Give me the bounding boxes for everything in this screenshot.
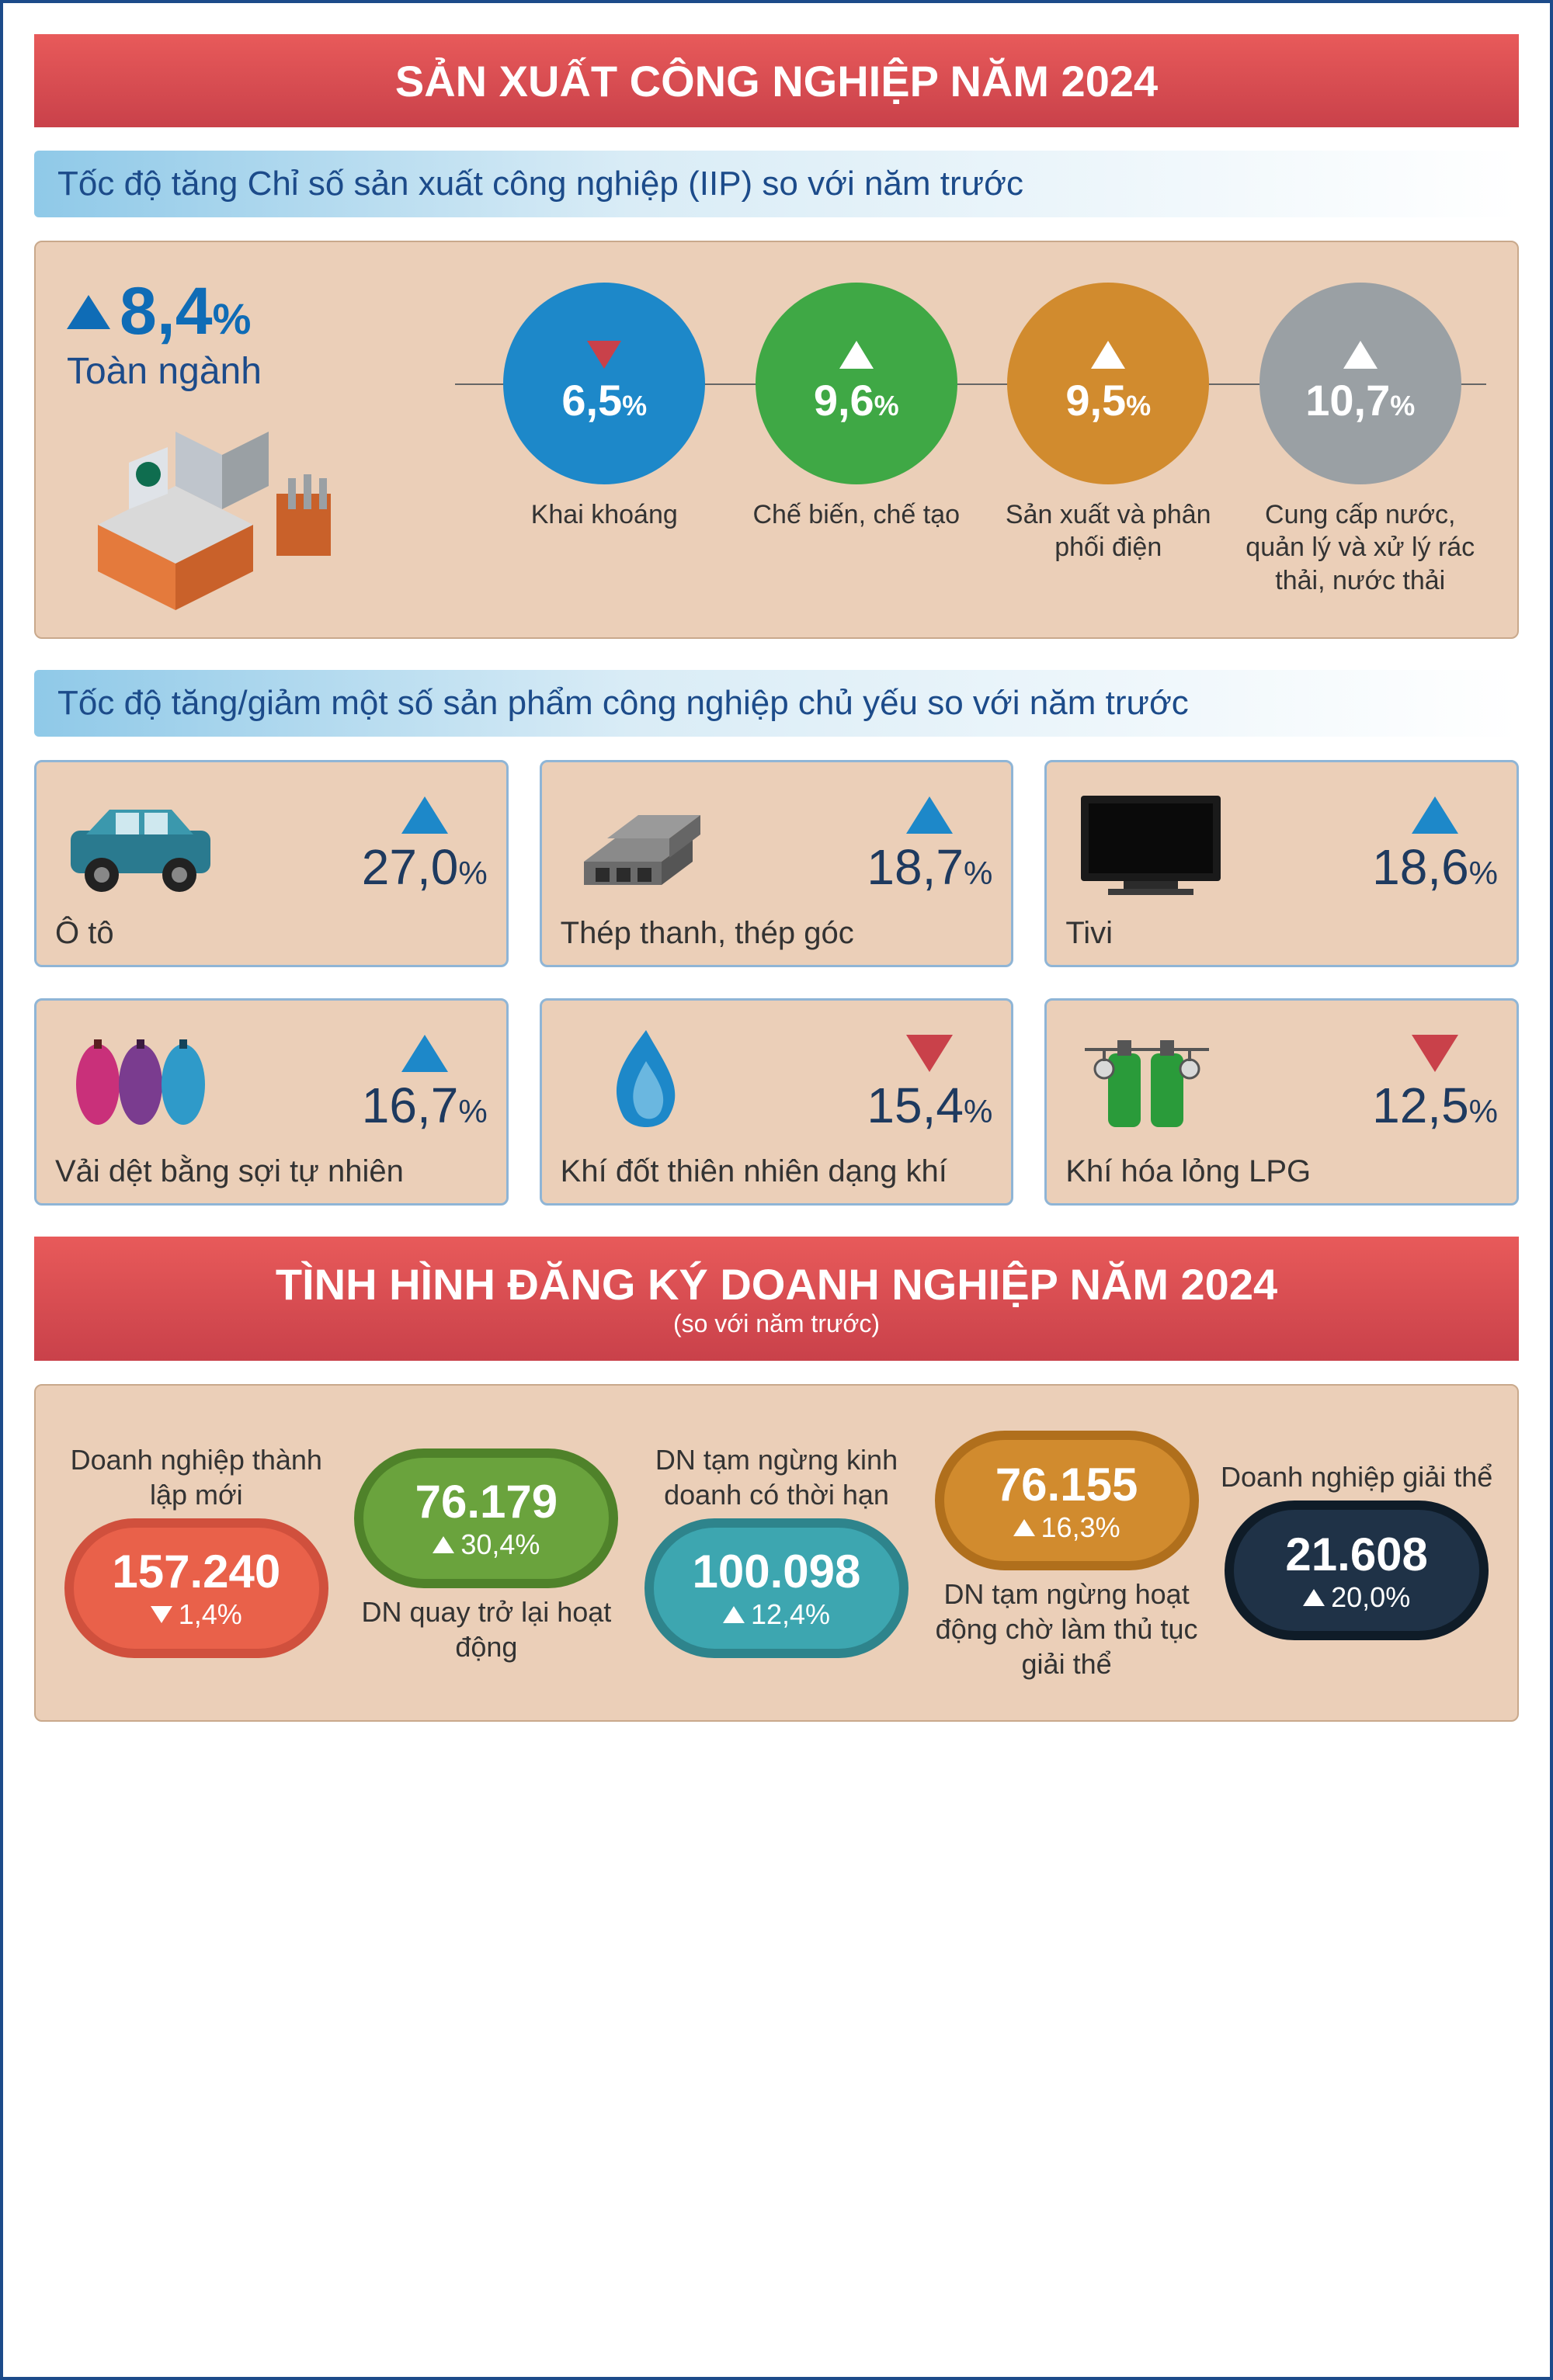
- iip-overall-label: Toàn ngành: [67, 350, 455, 393]
- header-enterprise-registration: TÌNH HÌNH ĐĂNG KÝ DOANH NGHIỆP NĂM 2024 …: [34, 1237, 1519, 1361]
- subheader-products: Tốc độ tăng/giảm một số sản phẩm công ng…: [34, 670, 1519, 737]
- ent-change: 16,3%: [1041, 1511, 1120, 1544]
- ent-return: 76.179 30,4% DN quay trở lại hoạt động: [349, 1442, 624, 1664]
- product-label: Khí đốt thiên nhiên dạng khí: [561, 1154, 993, 1189]
- ent-label: DN quay trở lại hoạt động: [349, 1594, 624, 1664]
- ent-new: Doanh nghiệp thành lập mới 157.240 1,4%: [59, 1442, 334, 1664]
- product-label: Tivi: [1065, 916, 1498, 951]
- tv-icon: [1065, 784, 1236, 908]
- product-card-tv: 18,6% Tivi: [1044, 760, 1519, 967]
- product-card-gas: 15,4% Khí đốt thiên nhiên dạng khí: [540, 998, 1014, 1206]
- iip-sector-water: 10,7% Cung cấp nước, quản lý và xử lý rá…: [1236, 283, 1485, 598]
- ent-label: DN tạm ngừng kinh doanh có thời hạn: [639, 1442, 914, 1512]
- product-label: Khí hóa lỏng LPG: [1065, 1154, 1498, 1189]
- sector-val: 9,6: [814, 376, 874, 425]
- sector-label: Khai khoáng: [531, 498, 678, 532]
- ent-change: 12,4%: [751, 1598, 830, 1631]
- up-icon: [1013, 1519, 1035, 1536]
- product-value: 18,7: [867, 839, 964, 895]
- ent-label: Doanh nghiệp giải thể: [1221, 1459, 1492, 1494]
- product-card-yarn: 16,7% Vải dệt bằng sợi tự nhiên: [34, 998, 509, 1206]
- sector-label: Sản xuất và phân phối điện: [984, 498, 1232, 564]
- header2-text: TÌNH HÌNH ĐĂNG KÝ DOANH NGHIỆP NĂM 2024: [276, 1259, 1277, 1310]
- product-value: 12,5: [1372, 1077, 1469, 1133]
- down-icon: [906, 1035, 953, 1072]
- up-icon: [1303, 1589, 1325, 1606]
- enterprise-panel: Doanh nghiệp thành lập mới 157.240 1,4% …: [34, 1384, 1519, 1722]
- sector-label: Chế biến, chế tạo: [752, 498, 960, 532]
- products-row-2: 16,7% Vải dệt bằng sợi tự nhiên 15,4% Kh…: [34, 998, 1519, 1206]
- up-icon: [723, 1606, 745, 1623]
- ent-change: 20,0%: [1331, 1581, 1410, 1614]
- up-icon: [1091, 341, 1125, 369]
- product-card-car: 27,0% Ô tô: [34, 760, 509, 967]
- car-icon: [55, 784, 226, 908]
- ent-number: 76.155: [995, 1458, 1138, 1511]
- product-value: 16,7: [362, 1077, 459, 1133]
- ent-number: 21.608: [1285, 1528, 1428, 1581]
- ent-number: 157.240: [112, 1545, 280, 1598]
- ent-number: 76.179: [415, 1475, 558, 1528]
- iip-sector-electricity: 9,5% Sản xuất và phân phối điện: [984, 283, 1232, 598]
- iip-up-icon: [67, 295, 110, 329]
- ent-change: 1,4%: [179, 1598, 242, 1631]
- iip-pct: %: [213, 294, 252, 343]
- product-label: Vải dệt bằng sợi tự nhiên: [55, 1154, 488, 1189]
- up-icon: [906, 796, 953, 834]
- sector-val: 6,5: [561, 376, 622, 425]
- iip-panel: 8,4% Toàn ngành 6,5%: [34, 241, 1519, 639]
- iip-sector-circles: 6,5% Khai khoáng 9,6% Chế biến, chế tạo …: [478, 283, 1486, 598]
- sector-val: 9,5: [1065, 376, 1126, 425]
- down-icon: [151, 1606, 172, 1623]
- ent-dissolved: Doanh nghiệp giải thể 21.608 20,0%: [1219, 1459, 1494, 1646]
- ent-change: 30,4%: [460, 1528, 540, 1561]
- iip-value: 8,4: [120, 274, 213, 349]
- lpg-icon: [1065, 1022, 1236, 1147]
- ent-label: DN tạm ngừng hoạt động chờ làm thủ tục g…: [929, 1577, 1204, 1681]
- header-industry-production: SẢN XUẤT CÔNG NGHIỆP NĂM 2024: [34, 34, 1519, 127]
- yarn-icon: [55, 1022, 226, 1147]
- product-value: 18,6: [1372, 839, 1469, 895]
- up-icon: [839, 341, 874, 369]
- down-icon: [1412, 1035, 1458, 1072]
- down-icon: [587, 341, 621, 369]
- product-value: 15,4: [867, 1077, 964, 1133]
- iip-overall: 8,4% Toàn ngành: [67, 273, 455, 606]
- iip-sector-mining: 6,5% Khai khoáng: [480, 283, 728, 598]
- up-icon: [401, 1035, 448, 1072]
- up-icon: [401, 796, 448, 834]
- ent-label: Doanh nghiệp thành lập mới: [59, 1442, 334, 1512]
- sector-val: 10,7: [1305, 376, 1390, 425]
- products-row-1: 27,0% Ô tô 18,7%: [34, 760, 1519, 967]
- product-label: Thép thanh, thép góc: [561, 916, 993, 951]
- up-icon: [1343, 341, 1378, 369]
- flame-icon: [561, 1022, 731, 1147]
- subheader-iip: Tốc độ tăng Chỉ số sản xuất công nghiệp …: [34, 151, 1519, 217]
- product-card-lpg: 12,5% Khí hóa lỏng LPG: [1044, 998, 1519, 1206]
- ent-number: 100.098: [693, 1545, 861, 1598]
- sector-label: Cung cấp nước, quản lý và xử lý rác thải…: [1236, 498, 1485, 598]
- product-label: Ô tô: [55, 916, 488, 951]
- ent-suspend-dissolve: 76.155 16,3% DN tạm ngừng hoạt động chờ …: [929, 1424, 1204, 1681]
- product-card-steel: 18,7% Thép thanh, thép góc: [540, 760, 1014, 967]
- factory-icon: [67, 401, 393, 602]
- iip-sector-manufacturing: 9,6% Chế biến, chế tạo: [732, 283, 981, 598]
- up-icon: [433, 1536, 454, 1553]
- header1-text: SẢN XUẤT CÔNG NGHIỆP NĂM 2024: [395, 56, 1158, 106]
- product-value: 27,0: [362, 839, 459, 895]
- up-icon: [1412, 796, 1458, 834]
- ent-suspend-temp: DN tạm ngừng kinh doanh có thời hạn 100.…: [639, 1442, 914, 1664]
- header2-subtext: (so với năm trước): [673, 1310, 880, 1338]
- steel-icon: [561, 784, 731, 908]
